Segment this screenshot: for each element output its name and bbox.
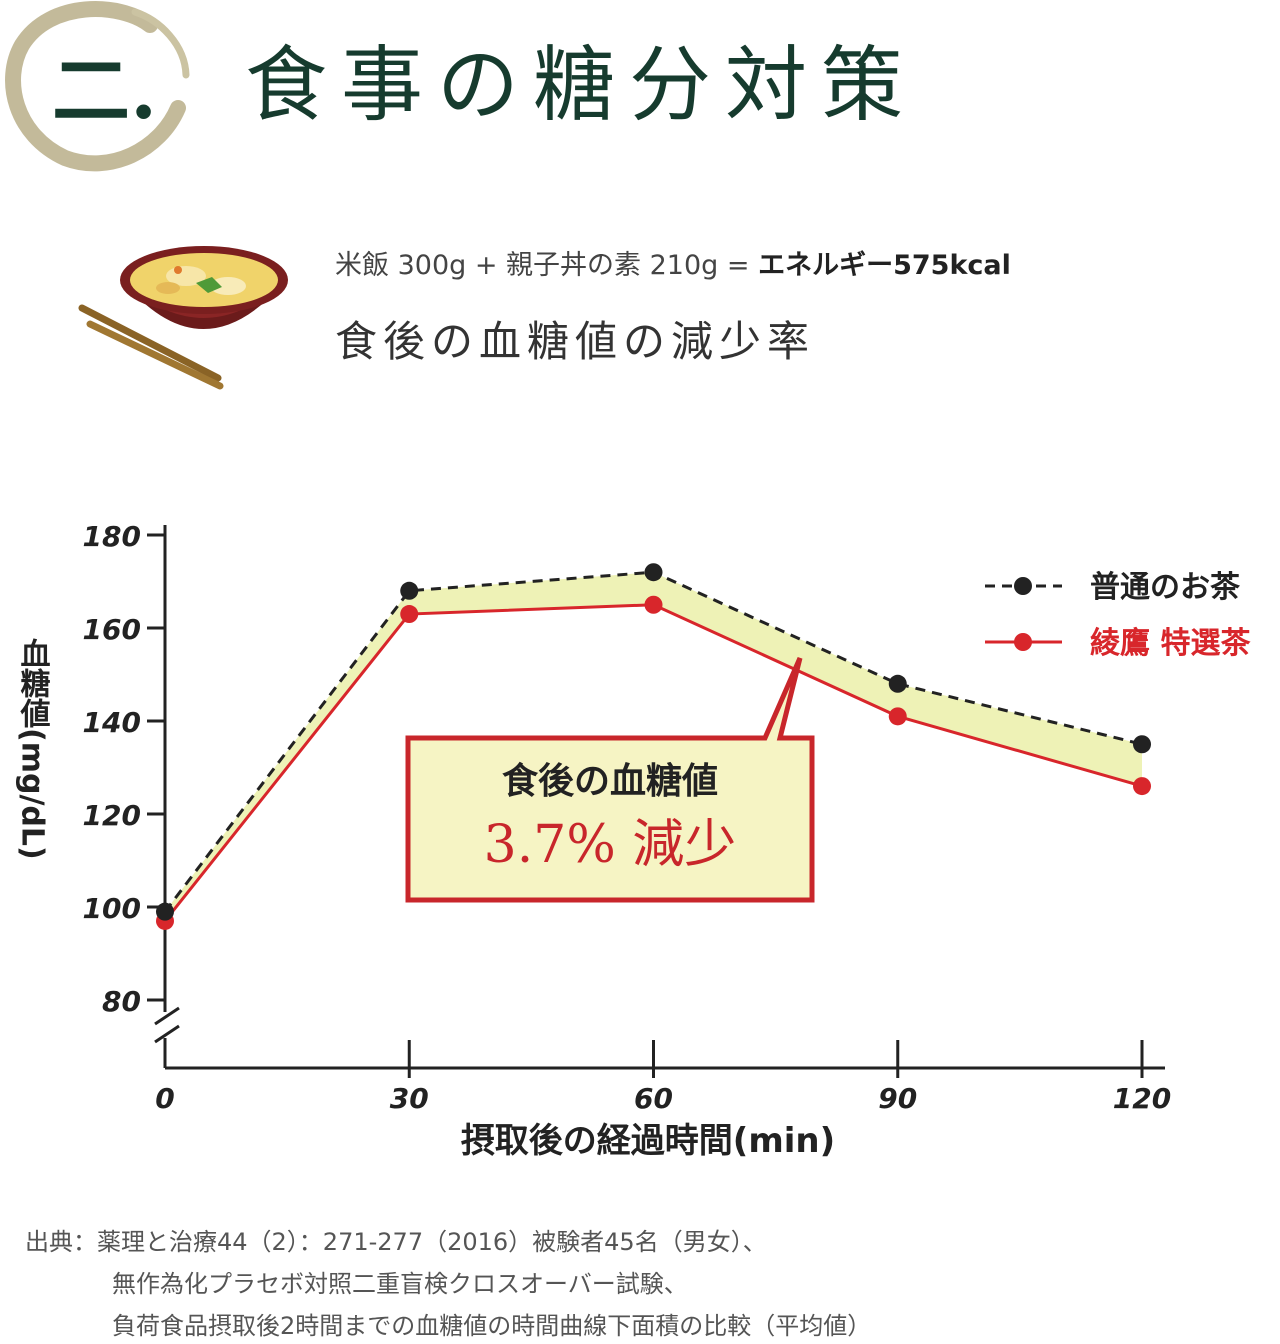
legend-label-regular-tea: 普通のお茶 xyxy=(1090,570,1241,605)
source-citation-line-2: 無作為化プラセボ対照二重盲検クロスオーバー試験、 xyxy=(112,1270,688,1298)
point-regular-tea-0 xyxy=(156,902,174,921)
meal-energy: エネルギー575kcal xyxy=(758,250,1011,281)
y-tick-label-140: 140 xyxy=(83,706,141,739)
legend-marker-regular xyxy=(1014,577,1032,595)
x-tick-label-60: 60 xyxy=(634,1082,673,1115)
meal-description: 米飯 300g + 親子丼の素 210g = エネルギー575kcal xyxy=(335,243,1011,282)
oyakodon-bowl-icon xyxy=(78,246,288,390)
y-tick-label-160: 160 xyxy=(83,613,141,646)
point-regular-tea-90 xyxy=(888,674,907,693)
enso-brush-circle-icon xyxy=(5,1,190,172)
legend: 普通のお茶 綾鷹 特選茶 xyxy=(985,570,1251,661)
x-axis-label: 摂取後の経過時間(min) xyxy=(461,1121,835,1161)
y-tick-label-100: 100 xyxy=(83,892,141,925)
x-tick-label-0: 0 xyxy=(155,1082,174,1115)
point-ayataka-tea-30 xyxy=(400,605,419,624)
meal-ingredients: 米飯 300g + 親子丼の素 210g = xyxy=(335,250,759,281)
legend-label-ayataka-tea: 綾鷹 特選茶 xyxy=(1090,626,1251,661)
y-axis-label: 血糖値(mg/dL) xyxy=(15,638,52,860)
reduction-callout: 食後の血糖値 3.7% 減少 xyxy=(405,656,815,903)
y-axis-label-text: 血糖値(mg/dL) xyxy=(15,638,52,860)
point-ayataka-tea-90 xyxy=(888,707,907,726)
axis-break-mark-2 xyxy=(154,1024,180,1044)
point-regular-tea-120 xyxy=(1133,735,1151,754)
y-tick-label-80: 80 xyxy=(102,985,141,1018)
y-tick-label-180: 180 xyxy=(83,520,141,553)
point-ayataka-tea-120 xyxy=(1133,777,1151,796)
callout-line-2: 3.7% 減少 xyxy=(484,815,737,875)
y-tick-label-120: 120 xyxy=(83,799,141,832)
x-tick-labels: 0 30 60 90 120 xyxy=(155,1040,1171,1115)
y-tick-labels: 180 160 140 120 100 80 xyxy=(83,520,165,1018)
x-tick-label-90: 90 xyxy=(878,1082,917,1115)
axis-break-mark-1 xyxy=(154,1006,180,1026)
blood-glucose-chart: 180 160 140 120 100 80 0 30 60 90 120 摂取後の経過時間(mi… xyxy=(15,520,1252,1161)
series-layer xyxy=(156,563,1151,930)
header-badge-text: 二. xyxy=(52,46,157,137)
chart-axes xyxy=(154,525,1165,1070)
x-tick-label-30: 30 xyxy=(390,1082,429,1115)
point-regular-tea-60 xyxy=(644,563,663,582)
chart-subtitle: 食後の血糖値の減少率 xyxy=(335,317,816,366)
source-citation-line-3: 負荷食品摂取後2時間までの血糖値の時間曲線下面積の比較（平均値） xyxy=(112,1312,872,1340)
x-tick-label-120: 120 xyxy=(1113,1082,1171,1115)
page-title: 食事の糖分対策 xyxy=(245,38,918,133)
header-badge: 二. xyxy=(5,1,190,172)
source-citation-line-1: 出典：薬理と治療44（2）：271-277（2016）被験者45名（男女）、 xyxy=(25,1228,767,1256)
point-ayataka-tea-60 xyxy=(644,595,663,614)
point-regular-tea-30 xyxy=(400,581,419,600)
callout-line-1: 食後の血糖値 xyxy=(502,761,718,802)
legend-marker-ayataka xyxy=(1014,633,1032,651)
